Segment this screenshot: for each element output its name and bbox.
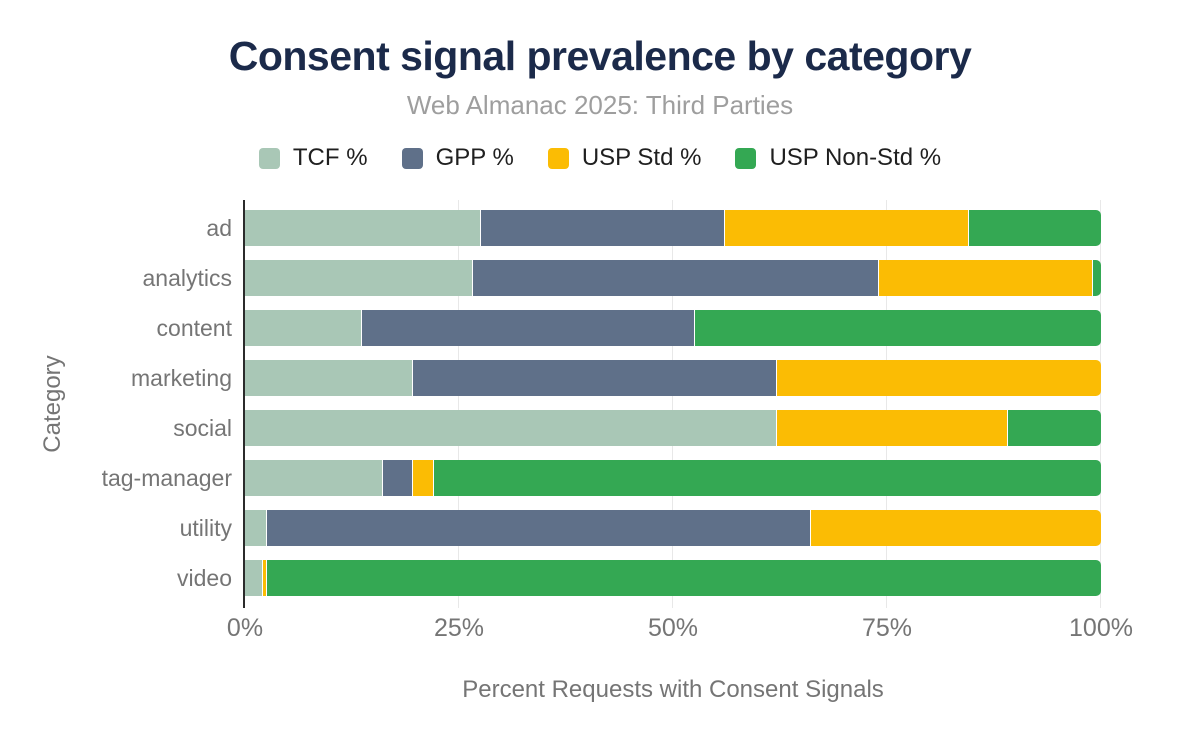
bar-segment-usp-std-utility xyxy=(809,510,1101,546)
x-tick-label-25pct: 25% xyxy=(433,614,485,642)
category-label-tag-manager: tag-manager xyxy=(101,465,232,491)
category-label-content: content xyxy=(156,315,232,341)
category-label-utility: utility xyxy=(179,515,232,541)
bar-segment-usp-std-analytics xyxy=(878,260,1093,296)
gridline xyxy=(672,200,673,608)
legend-item-usp-non-std: USP Non-Std % xyxy=(735,144,941,172)
bar-segment-usp-std-ad xyxy=(724,210,969,246)
bar-segment-tcf-tag-manager xyxy=(245,460,382,496)
chart-subtitle: Web Almanac 2025: Third Parties xyxy=(406,90,794,120)
bar-row-content xyxy=(245,310,1101,346)
bar-segment-gpp-tag-manager xyxy=(381,460,412,496)
bar-segment-tcf-utility xyxy=(245,510,267,546)
bar-row-utility xyxy=(245,510,1101,546)
bar-segment-gpp-content xyxy=(360,310,695,346)
bar-row-video xyxy=(245,560,1101,596)
legend-swatch-icon xyxy=(735,147,757,169)
legend-item-label: USP Std % xyxy=(581,144,702,171)
bar-segment-tcf-content xyxy=(245,310,361,346)
category-label-ad: ad xyxy=(206,215,232,241)
bar-segment-usp-std-video xyxy=(262,560,267,596)
x-axis-title: Percent Requests with Consent Signals xyxy=(462,676,884,703)
x-tick-label-0pct: 0% xyxy=(226,614,264,642)
gridline xyxy=(886,200,887,608)
bar-segment-tcf-video xyxy=(245,560,263,596)
bar-segment-usp-non-std-analytics xyxy=(1092,260,1101,296)
legend-swatch-icon xyxy=(401,147,423,169)
legend-swatch-icon xyxy=(547,147,569,169)
bar-segment-usp-std-tag-manager xyxy=(411,460,434,496)
chart-legend: TCF % GPP % USP Std % USP Non-Std % xyxy=(0,141,1200,175)
bar-segment-tcf-analytics xyxy=(245,260,472,296)
category-label-social: social xyxy=(173,415,232,441)
gridline xyxy=(458,200,459,608)
x-tick-label-50pct: 50% xyxy=(647,614,699,642)
category-label-marketing: marketing xyxy=(131,365,232,391)
bar-row-analytics xyxy=(245,260,1101,296)
bar-segment-gpp-marketing xyxy=(411,360,776,396)
bar-segment-tcf-marketing xyxy=(245,360,412,396)
legend-item-usp-std: USP Std % xyxy=(547,144,702,172)
bar-segment-usp-non-std-video xyxy=(266,560,1101,596)
legend-item-label: GPP % xyxy=(435,144,514,171)
bar-row-tag-manager xyxy=(245,460,1101,496)
bar-segment-tcf-ad xyxy=(245,210,481,246)
legend-swatch-icon xyxy=(258,147,280,169)
legend-item-gpp: GPP % xyxy=(401,144,514,172)
legend-item-label: TCF % xyxy=(292,144,368,171)
category-label-video: video xyxy=(177,565,232,591)
bar-segment-usp-non-std-tag-manager xyxy=(433,460,1101,496)
y-axis-line xyxy=(243,200,245,608)
bar-row-social xyxy=(245,410,1101,446)
plot-area xyxy=(243,200,1101,608)
bar-segment-usp-non-std-ad xyxy=(968,210,1101,246)
bar-segment-gpp-ad xyxy=(480,210,725,246)
bar-segment-gpp-analytics xyxy=(471,260,879,296)
bar-segment-usp-non-std-content xyxy=(694,310,1101,346)
bar-segment-usp-std-marketing xyxy=(775,360,1101,396)
category-label-analytics: analytics xyxy=(142,265,232,291)
x-tick-label-100pct: 100% xyxy=(1069,614,1133,642)
bar-segment-usp-non-std-social xyxy=(1006,410,1101,446)
legend-item-tcf: TCF % xyxy=(258,144,368,172)
bar-segment-usp-std-social xyxy=(775,410,1007,446)
x-tick-label-75pct: 75% xyxy=(861,614,913,642)
legend-item-label: USP Non-Std % xyxy=(769,144,942,171)
bar-row-ad xyxy=(245,210,1101,246)
gridline xyxy=(1100,200,1101,608)
bar-segment-gpp-utility xyxy=(266,510,810,546)
bar-row-marketing xyxy=(245,360,1101,396)
chart-title: Consent signal prevalence by category xyxy=(228,33,972,79)
bar-segment-tcf-social xyxy=(245,410,776,446)
